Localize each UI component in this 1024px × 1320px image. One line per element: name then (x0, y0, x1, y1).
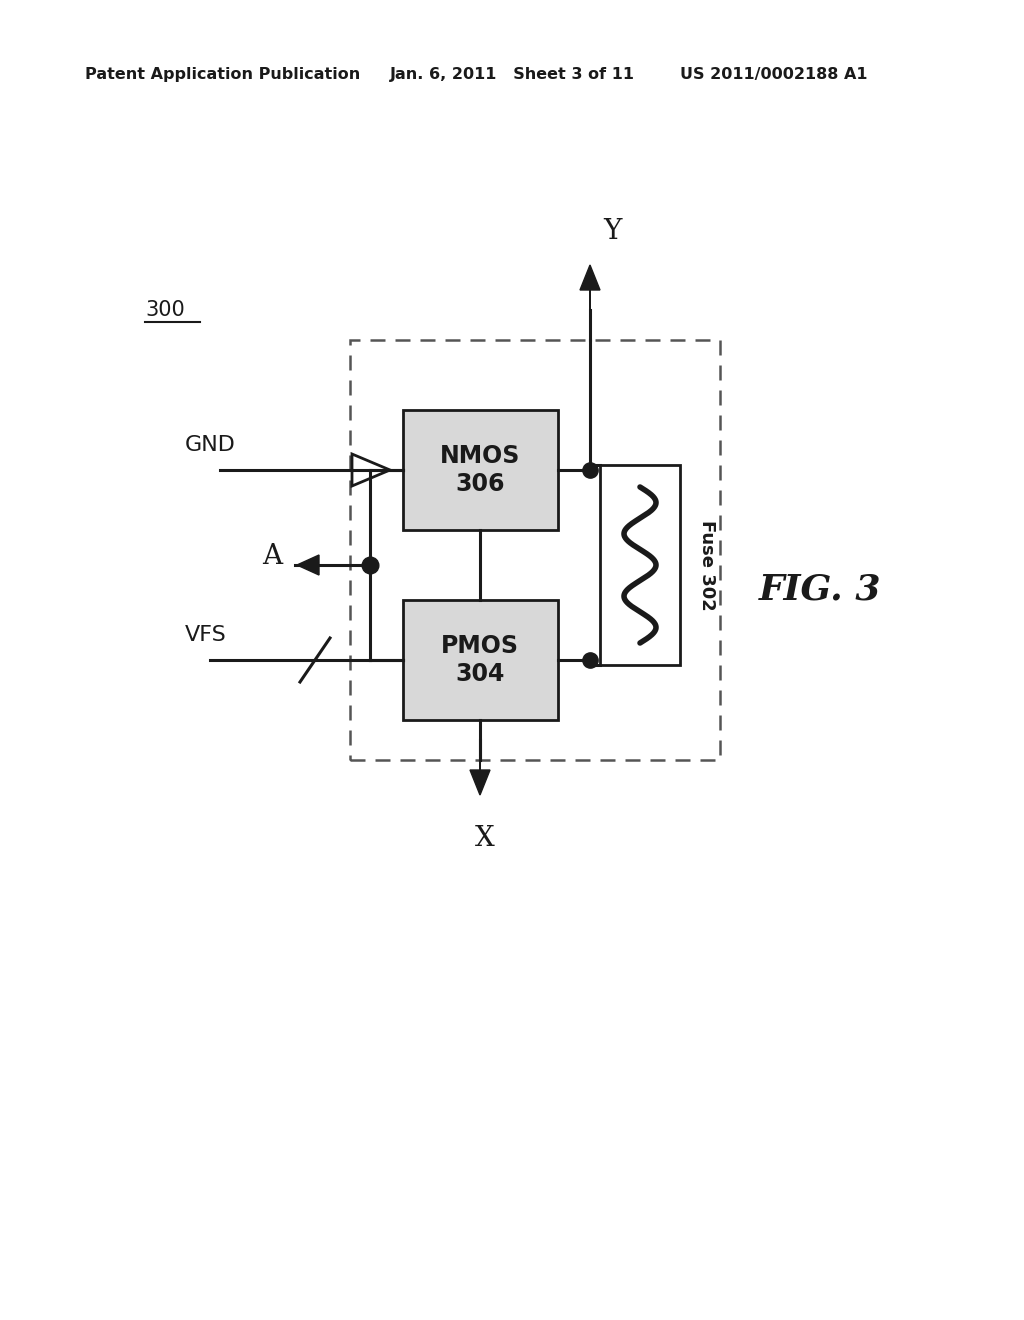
Text: VFS: VFS (185, 624, 226, 645)
Text: Fuse 302: Fuse 302 (698, 520, 716, 610)
Bar (600, 465, 680, 665)
Text: Patent Application Publication: Patent Application Publication (85, 67, 360, 82)
Bar (402, 601, 557, 719)
Text: 300: 300 (145, 300, 184, 319)
Text: X: X (475, 825, 495, 851)
Text: GND: GND (185, 436, 236, 455)
Text: FIG. 3: FIG. 3 (759, 573, 882, 607)
Text: US 2011/0002188 A1: US 2011/0002188 A1 (680, 67, 867, 82)
Bar (350, 341, 720, 760)
Text: NMOS
306: NMOS 306 (440, 444, 520, 496)
Text: Jan. 6, 2011   Sheet 3 of 11: Jan. 6, 2011 Sheet 3 of 11 (390, 67, 635, 82)
FancyArrow shape (470, 741, 490, 795)
Text: PMOS
304: PMOS 304 (441, 634, 519, 686)
Text: A: A (262, 544, 282, 570)
FancyArrow shape (297, 554, 325, 576)
Bar (402, 411, 557, 531)
FancyArrow shape (580, 265, 600, 310)
Text: Y: Y (603, 218, 622, 246)
